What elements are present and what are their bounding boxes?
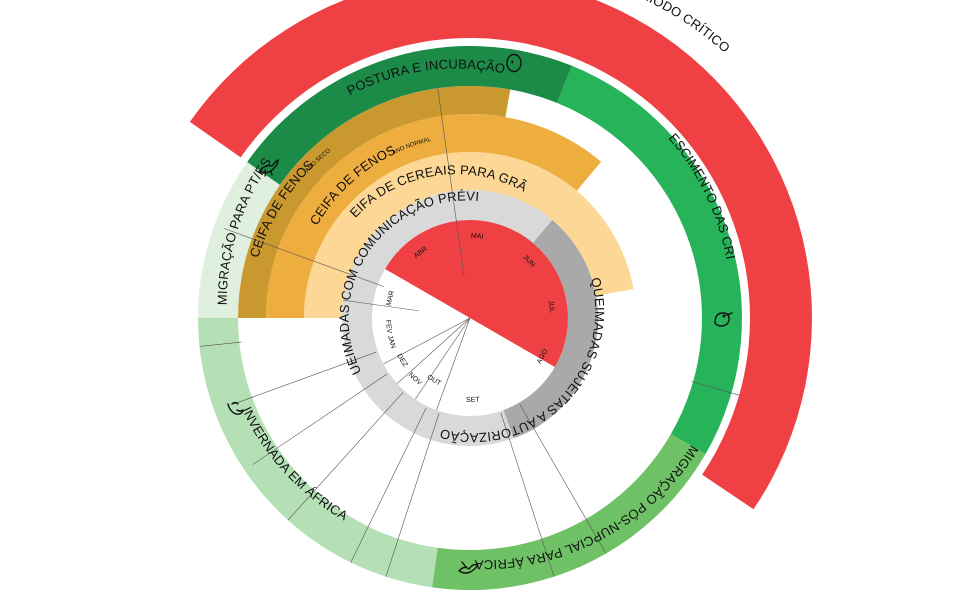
month-divider [436,317,471,411]
burn-season-sector [385,220,568,367]
postura-band [247,45,572,185]
chick-icon [714,312,733,327]
month-divider [287,392,404,521]
month-divider [437,88,465,277]
month-label-mai: MAI [471,233,484,241]
month-divider [199,341,242,347]
bird-resting-icon [227,401,244,415]
month-divider [343,299,419,312]
month-divider [385,413,440,577]
month-label-mar: MAR [385,290,396,307]
month-divider [350,407,427,563]
periodo-critico-band [189,0,812,510]
month-label-nov: NOV [407,372,423,388]
month-divider [500,413,555,577]
month-divider [691,381,740,396]
month-divider [252,373,388,465]
bird-flying-icon [458,561,479,574]
month-label-jan: JAN [386,335,397,350]
fenos-seco-band [238,86,511,319]
month-divider [519,404,607,554]
egg-icon [506,53,522,73]
month-label-fev: FEV [384,319,392,334]
month-divider [233,351,377,405]
invernada-band [198,318,438,588]
month-label-set: SET [466,397,481,404]
month-label-out: OUT [426,374,443,388]
icons [227,53,733,574]
month-divider [414,317,471,400]
cereais-band [304,152,634,318]
month-divider [223,228,384,287]
fenos-normal-band [266,114,602,319]
month-divider [396,317,471,384]
crescimento-band [556,65,743,454]
month-divider [383,317,471,365]
month-label-jul: JUL [547,300,556,313]
month-label-dez: DEZ [395,353,409,369]
bird-landing-icon [259,159,279,177]
queimadas-autorizacao-band [503,219,599,439]
migracao-pos-band [432,434,706,590]
